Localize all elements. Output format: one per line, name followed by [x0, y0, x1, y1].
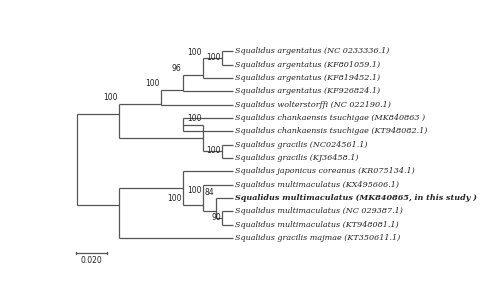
Text: Squalidus japonicus coreanus (KR075134.1): Squalidus japonicus coreanus (KR075134.1…	[235, 167, 415, 175]
Text: Squalidus gracilis majmae (KT350611.1): Squalidus gracilis majmae (KT350611.1)	[235, 234, 400, 242]
Text: 100: 100	[188, 47, 202, 57]
Text: Squalidus chankaensis tsuchigae (MK840863 ): Squalidus chankaensis tsuchigae (MK84086…	[235, 114, 425, 122]
Text: 84: 84	[204, 188, 214, 197]
Text: 100: 100	[206, 52, 221, 62]
Text: 100: 100	[104, 93, 118, 103]
Text: Squalidus wolterstorffi (NC 022190.1): Squalidus wolterstorffi (NC 022190.1)	[235, 100, 391, 109]
Text: Squalidus chankaensis tsuchigae (KT948082.1): Squalidus chankaensis tsuchigae (KT94808…	[235, 127, 428, 135]
Text: 100: 100	[167, 194, 182, 203]
Text: 90: 90	[212, 213, 221, 222]
Text: 96: 96	[172, 64, 182, 73]
Text: Squalidus gracilis (NC024561.1): Squalidus gracilis (NC024561.1)	[235, 141, 368, 149]
Text: Squalidus multimaculatus (MK840865, in this study ): Squalidus multimaculatus (MK840865, in t…	[235, 194, 477, 202]
Text: 100: 100	[188, 186, 202, 195]
Text: Squalidus argentatus (KF926824.1): Squalidus argentatus (KF926824.1)	[235, 87, 380, 95]
Text: Squalidus argentatus (KF819452.1): Squalidus argentatus (KF819452.1)	[235, 74, 380, 82]
Text: 100: 100	[188, 114, 202, 123]
Text: Squalidus multimaculatus (KX495606.1): Squalidus multimaculatus (KX495606.1)	[235, 181, 399, 189]
Text: Squalidus argentatus (KF801059.1): Squalidus argentatus (KF801059.1)	[235, 61, 380, 69]
Text: 100: 100	[206, 146, 221, 155]
Text: Squalidus argentatus (NC 0233336.1): Squalidus argentatus (NC 0233336.1)	[235, 47, 390, 55]
Text: Squalidus gracilis (KJ36458.1): Squalidus gracilis (KJ36458.1)	[235, 154, 358, 162]
Text: Squalidus multimaculatus (NC 029387.1): Squalidus multimaculatus (NC 029387.1)	[235, 207, 403, 215]
Text: 100: 100	[146, 79, 160, 88]
Text: 0.020: 0.020	[81, 256, 102, 265]
Text: Squalidus multimaculatus (KT948081.1): Squalidus multimaculatus (KT948081.1)	[235, 221, 398, 229]
